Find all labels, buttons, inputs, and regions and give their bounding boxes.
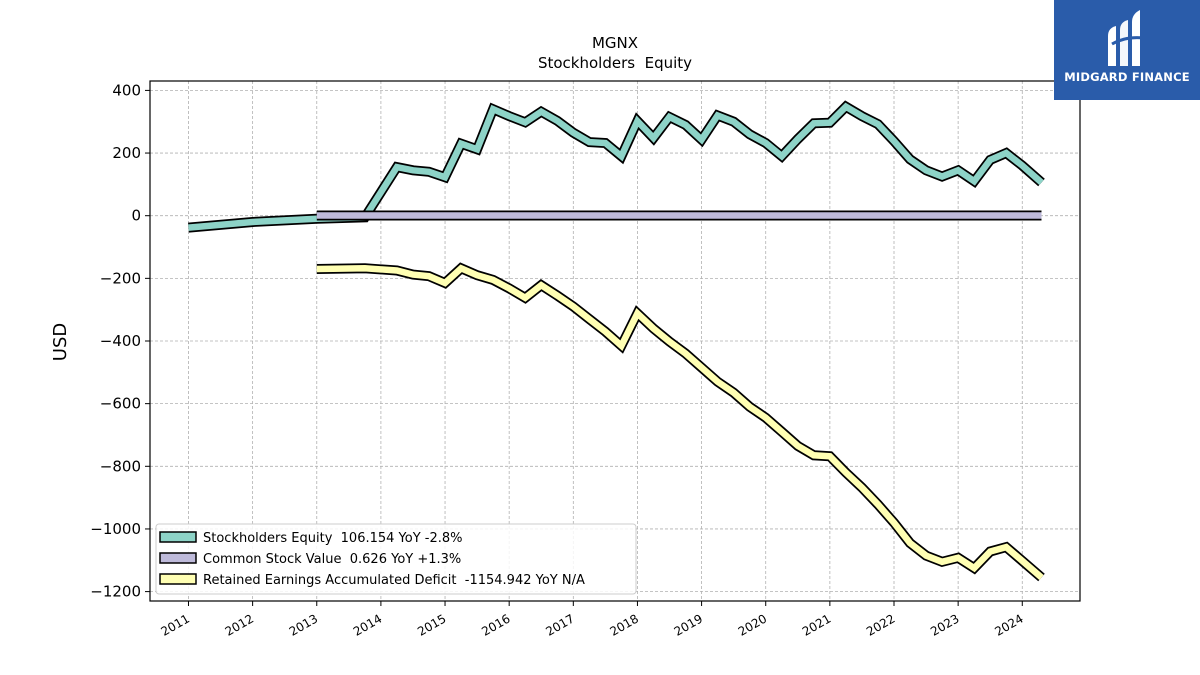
x-tick-label: 2015 [415,611,448,638]
x-tick-label: 2013 [287,611,320,638]
plot-series [188,100,1045,582]
y-tick-label: 400 [112,81,141,99]
legend-label-2: Retained Earnings Accumulated Deficit -1… [203,573,585,588]
x-tick-label: 2017 [543,611,576,638]
brand-mark-icon [1108,10,1145,66]
series-line-0 [188,102,1044,231]
brand-logo: MIDGARD FINANCE [1054,0,1200,100]
y-tick-label: −1000 [90,520,141,538]
y-axis-label: USD [50,323,71,361]
x-tick-label: 2020 [736,611,769,638]
x-tick-label: 2021 [800,611,833,638]
y-tick-label: 200 [112,144,141,162]
legend-swatch-1 [159,552,197,564]
y-tick-label: −1200 [90,583,141,601]
brand-name: MIDGARD FINANCE [1064,70,1190,84]
y-tick-label: 0 [131,207,141,225]
x-tick-label: 2024 [992,611,1025,638]
legend-swatch-2 [159,573,197,585]
x-tick-label: 2018 [607,611,640,638]
x-tick-label: 2019 [672,611,705,638]
chart-subtitle: Stockholders Equity [538,54,692,72]
chart-title: MGNX [592,34,638,52]
x-tick-label: 2012 [223,611,256,638]
legend: Stockholders Equity 106.154 YoY -2.8% Com… [155,523,637,595]
legend-box [155,523,637,595]
y-tick-label: −800 [100,457,141,475]
y-tick-label: −400 [100,332,141,350]
series-line-2 [316,264,1044,580]
y-tick-label: −200 [100,269,141,287]
x-tick-label: 2022 [864,611,897,638]
x-tick-label: 2011 [159,611,192,638]
legend-label-0: Stockholders Equity 106.154 YoY -2.8% [203,531,463,546]
x-tick-label: 2014 [351,611,384,638]
x-tick-label: 2016 [479,611,512,638]
x-tick-label: 2023 [928,611,961,638]
y-tick-label: −600 [100,395,141,413]
legend-swatch-0 [159,531,197,543]
legend-label-1: Common Stock Value 0.626 YoY +1.3% [203,552,461,567]
